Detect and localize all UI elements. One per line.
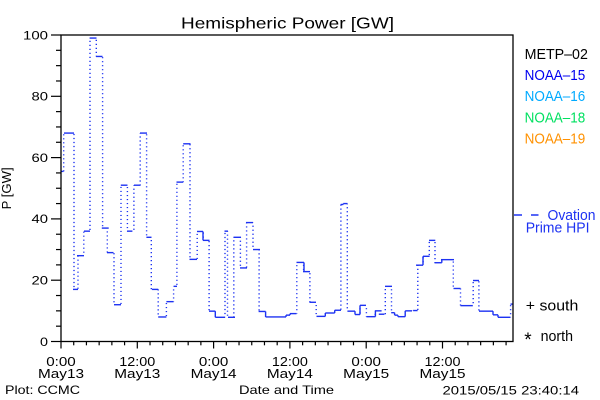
- svg-text:May15: May15: [420, 367, 466, 381]
- svg-text:NOAA–18: NOAA–18: [525, 109, 586, 126]
- svg-text:2015/05/15 23:40:14: 2015/05/15 23:40:14: [443, 384, 580, 398]
- svg-text:Ovation: Ovation: [548, 207, 596, 224]
- svg-text:0:00: 0:00: [351, 355, 381, 369]
- svg-text:12:00: 12:00: [119, 355, 155, 369]
- svg-text:12:00: 12:00: [272, 355, 308, 369]
- svg-text:Hemispheric Power [GW]: Hemispheric Power [GW]: [181, 16, 394, 33]
- svg-text:May15: May15: [343, 367, 389, 381]
- svg-text:north: north: [541, 328, 573, 345]
- svg-text:May13: May13: [38, 367, 84, 381]
- svg-text:Plot: CCMC: Plot: CCMC: [5, 383, 80, 397]
- svg-text:80: 80: [32, 90, 49, 104]
- svg-text:P [GW]: P [GW]: [0, 167, 14, 209]
- svg-text:NOAA–19: NOAA–19: [525, 130, 586, 147]
- svg-text:0: 0: [40, 335, 48, 349]
- svg-text:40: 40: [32, 212, 49, 226]
- svg-text:Date and Time: Date and Time: [239, 383, 334, 397]
- svg-text:NOAA–16: NOAA–16: [525, 88, 586, 105]
- svg-text:12:00: 12:00: [425, 355, 461, 369]
- svg-text:*: *: [524, 330, 532, 351]
- svg-text:0:00: 0:00: [199, 355, 229, 369]
- svg-text:60: 60: [32, 151, 49, 165]
- svg-text:May14: May14: [191, 367, 237, 381]
- svg-text:+ south: + south: [526, 298, 579, 315]
- svg-text:NOAA–15: NOAA–15: [525, 67, 586, 84]
- svg-text:100: 100: [23, 28, 48, 42]
- svg-text:0:00: 0:00: [46, 355, 76, 369]
- svg-text:Prime HPI: Prime HPI: [526, 220, 590, 237]
- svg-text:May13: May13: [114, 367, 160, 381]
- svg-text:May14: May14: [267, 367, 313, 381]
- svg-text:METP–02: METP–02: [525, 46, 588, 63]
- svg-text:20: 20: [32, 274, 49, 288]
